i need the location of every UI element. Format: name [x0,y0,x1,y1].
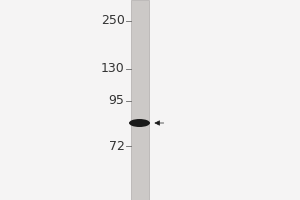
Text: 130: 130 [101,62,124,75]
Ellipse shape [129,119,150,127]
Text: 72: 72 [109,140,124,152]
Text: 95: 95 [109,95,124,108]
Text: 250: 250 [100,15,124,27]
Bar [130,0,148,200]
